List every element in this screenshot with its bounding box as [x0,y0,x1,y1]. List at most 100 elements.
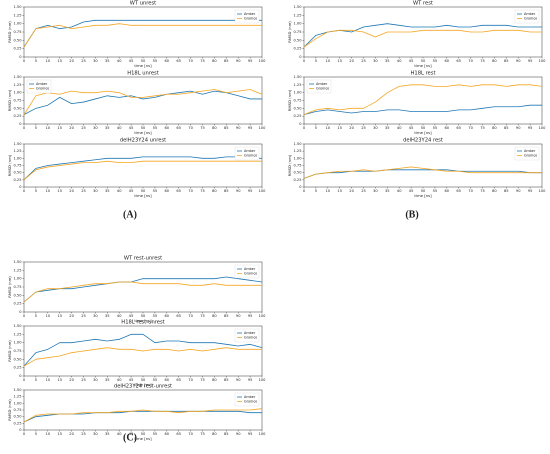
x-tick-label: 5 [35,189,37,193]
x-tick-label: 60 [445,59,450,63]
y-tick-label: 0.50 [293,38,302,42]
x-tick-label: 75 [200,314,205,318]
y-axis-label: RMSD (nm) [7,340,12,362]
x-tick-label: 40 [117,432,122,436]
y-tick-label: 0.25 [293,178,301,182]
y-tick-label: 1.50 [13,5,22,9]
series-line [303,166,542,179]
y-tick-label: 1.50 [13,75,22,79]
y-tick-label: 1.25 [13,395,21,399]
legend-box [26,79,52,94]
x-tick-label: 80 [212,432,217,436]
plot-frame [303,6,543,58]
x-tick-label: 10 [326,126,331,130]
x-tick-label: 20 [69,378,74,382]
x-tick-label: 0 [23,314,26,318]
legend-box [306,79,332,94]
y-axis-label: RMSD (nm) [287,89,292,111]
x-tick-label: 70 [188,189,193,193]
x-tick-label: 55 [433,126,438,130]
x-tick-label: 65 [456,59,461,63]
y-tick-label: 1.25 [13,13,21,17]
x-tick-label: 10 [46,378,51,382]
x-tick-label: 80 [492,126,497,130]
plot-frame [23,6,263,58]
x-tick-label: 55 [153,378,158,382]
x-tick-label: 60 [445,189,450,193]
x-tick-label: 100 [539,126,547,130]
series-line [23,276,263,303]
x-tick-label: 20 [349,59,354,63]
x-tick-label: 45 [129,432,134,436]
legend-label: Amber [244,395,256,399]
x-tick-label: 20 [69,59,74,63]
x-tick-label: 30 [93,59,98,63]
legend-box [234,392,260,407]
y-tick-label: 0 [19,310,22,314]
x-tick-label: 75 [480,189,485,193]
x-tick-label: 85 [224,59,229,63]
x-tick-label: 10 [326,59,331,63]
x-tick-label: 60 [165,59,170,63]
legend-label: Gromos [244,336,257,340]
x-tick-label: 45 [409,189,414,193]
y-tick-label: 0.75 [13,349,21,353]
x-tick-label: 95 [248,189,253,193]
x-tick-label: 40 [397,126,402,130]
x-tick-label: 30 [93,378,98,382]
x-axis-label: time [ns] [414,193,432,198]
x-tick-label: 35 [385,126,390,130]
y-tick-label: 0.75 [13,30,21,34]
x-tick-label: 100 [259,314,267,318]
x-tick-label: 40 [397,189,402,193]
y-tick-label: 0.75 [13,408,21,412]
x-axis-label: time [ns] [134,130,152,135]
x-tick-label: 85 [224,432,229,436]
chart-title: delH23Y24 rest-unrest [114,384,172,390]
legend-label: Gromos [524,154,537,158]
x-tick-label: 60 [165,314,170,318]
x-tick-label: 70 [468,59,473,63]
x-tick-label: 55 [153,189,158,193]
series-line [23,160,262,181]
legend-label: Amber [244,267,256,271]
x-tick-label: 5 [35,432,37,436]
x-tick-label: 50 [141,189,146,193]
chart-title: delH23Y24 rest [403,138,443,144]
x-tick-label: 75 [200,126,205,130]
x-tick-label: 80 [492,59,497,63]
y-tick-label: 0.50 [13,171,22,175]
x-tick-label: 35 [105,126,110,130]
y-tick-label: 1.25 [293,13,301,17]
series-line [23,89,263,115]
panel-label: (B) [405,209,418,220]
legend-label: Amber [524,149,536,153]
x-tick-label: 85 [224,378,229,382]
chart-title: WT rest [413,1,433,7]
x-tick-label: 20 [349,189,354,193]
x-tick-label: 85 [224,126,229,130]
x-tick-label: 50 [421,59,426,63]
x-tick-label: 60 [165,432,170,436]
x-tick-label: 55 [153,432,158,436]
x-tick-label: 80 [212,378,217,382]
x-tick-label: 100 [259,378,267,382]
x-tick-label: 100 [259,59,267,63]
x-tick-label: 95 [248,378,253,382]
x-tick-label: 25 [81,189,86,193]
y-tick-label: 1.00 [13,401,22,405]
x-tick-label: 20 [69,314,74,318]
y-tick-label: 0.75 [13,99,21,103]
x-axis-label: time [ns] [134,318,152,323]
x-tick-label: 30 [373,59,378,63]
legend-box [234,9,260,24]
series-line [23,347,262,367]
chart: WT unrest time [ns] RMSD (nm) 0 0.25 0.50 0.75… [7,1,266,69]
x-tick-label: 75 [200,432,205,436]
x-axis-label: time [ns] [134,63,152,68]
y-tick-label: 1.00 [13,91,22,95]
y-tick-label: 0 [19,374,22,378]
x-tick-label: 5 [315,126,317,130]
legend-label: Amber [316,82,328,86]
chart-title: WT unrest [130,1,156,7]
